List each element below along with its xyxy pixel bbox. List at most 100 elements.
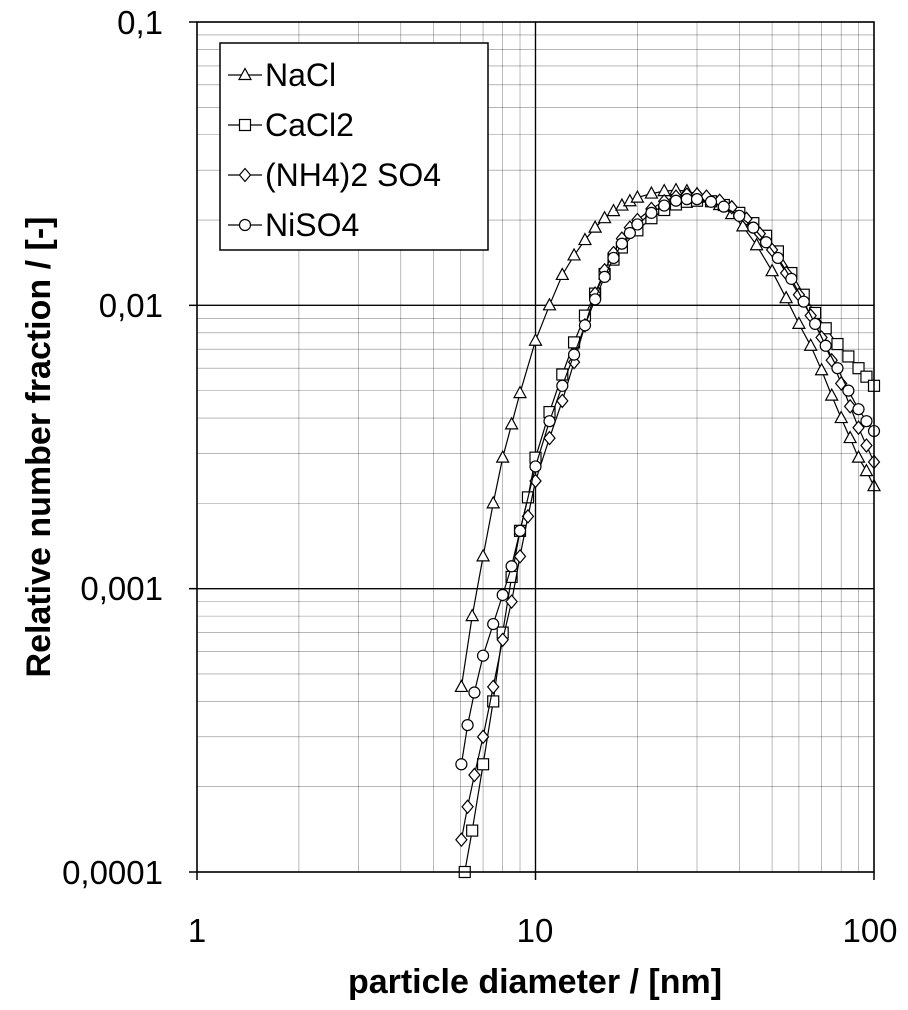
legend-label: (NH4)2 SO4 [265,157,441,193]
square-marker [831,337,844,351]
y-tick-label: 0,1 [117,4,163,41]
diamond-marker [476,729,490,745]
triangle-marker [528,332,543,346]
legend-circle-marker [238,218,252,232]
circle-marker [704,195,718,208]
circle-marker [797,295,810,308]
diamond-marker [455,832,468,848]
square-marker [487,695,500,708]
diamond-marker [238,167,252,183]
square-marker [476,758,490,771]
legend-item-niso4: NiSO4 [228,207,359,243]
circle-marker [487,617,500,631]
circle-marker [529,460,542,473]
triangle-marker [765,263,780,277]
legend-box [219,42,489,251]
x-tick-label: 100 [842,912,897,949]
circle-marker [733,209,746,222]
triangle-marker [749,237,764,251]
circle-marker [455,758,468,771]
triangle-marker [779,290,794,304]
axis-ticks [189,21,875,880]
circle-marker [543,415,556,428]
square-marker [466,824,479,837]
circle-marker [615,237,629,250]
square-marker [238,118,252,132]
circle-marker [842,384,855,397]
circle-marker [476,649,490,662]
triangle-marker [824,387,839,401]
circle-marker [496,588,509,602]
diamond-marker [860,438,873,453]
legend-label: NaCl [265,57,336,93]
legend-item-nh4so4: (NH4)2 SO4 [228,157,441,193]
triangle-marker [504,416,519,430]
triangle-marker [567,247,582,261]
triangle-marker [555,267,570,281]
circle-marker [760,236,773,249]
triangle-marker [630,189,645,203]
triangle-marker [644,185,659,199]
circle-marker [631,218,644,231]
circle-marker [680,193,693,206]
diamond-marker [461,799,474,815]
triangle-marker [476,548,491,562]
diamond-marker [496,632,509,648]
circle-marker [645,206,658,219]
circle-marker [860,415,873,428]
circle-marker [819,339,832,352]
triangle-marker [513,385,528,399]
circle-marker [852,403,865,416]
square-marker [819,322,832,335]
legend-square-marker [238,118,252,132]
diamond-marker [505,594,518,610]
circle-marker [556,379,569,392]
triangle-marker [859,463,874,477]
circle-marker [598,270,611,283]
square-marker [860,370,873,383]
circle-marker [771,251,784,265]
legend-item-nacl: NaCl [228,57,336,93]
legend-label: NiSO4 [265,207,359,243]
y-tick-label: 0,01 [99,287,163,324]
triangle-marker [834,410,849,424]
circle-marker [238,218,252,232]
circle-marker [607,251,620,265]
x-tick-label: 1 [188,912,206,949]
triangle-marker [486,495,501,509]
y-axis-title: Relative number fraction / [-] [20,217,58,678]
diamond-marker [513,548,527,564]
triangle-marker [454,679,469,693]
triangle-marker [803,338,818,351]
circle-marker [578,319,592,332]
diamond-marker [468,767,481,783]
legend-label: CaCl2 [265,107,354,143]
circle-marker [461,718,474,732]
circle-marker [468,686,481,699]
square-marker [852,362,865,375]
triangle-marker [577,232,592,246]
triangle-marker [237,67,253,81]
circle-marker [717,200,730,213]
circle-marker [589,293,602,306]
circle-marker [690,193,704,206]
diamond-marker [556,393,569,409]
legend: NaCl CaCl2 (NH4)2 SO4 NiSO4 [219,42,489,251]
circle-marker [567,348,581,361]
triangle-marker [851,449,866,463]
series-layer [454,182,882,879]
triangle-marker [495,449,510,463]
triangle-marker [465,608,480,622]
circle-marker [669,194,683,207]
diamond-marker [543,430,556,446]
x-tick-label: 10 [517,912,554,949]
triangle-marker [588,219,603,233]
legend-diamond-marker [238,167,252,183]
triangle-marker [597,210,612,224]
x-axis-title: particle diameter / [nm] [348,963,722,1001]
circle-marker [809,317,822,330]
square-marker [842,350,855,363]
circle-marker [831,362,844,375]
series-circle [455,193,881,771]
